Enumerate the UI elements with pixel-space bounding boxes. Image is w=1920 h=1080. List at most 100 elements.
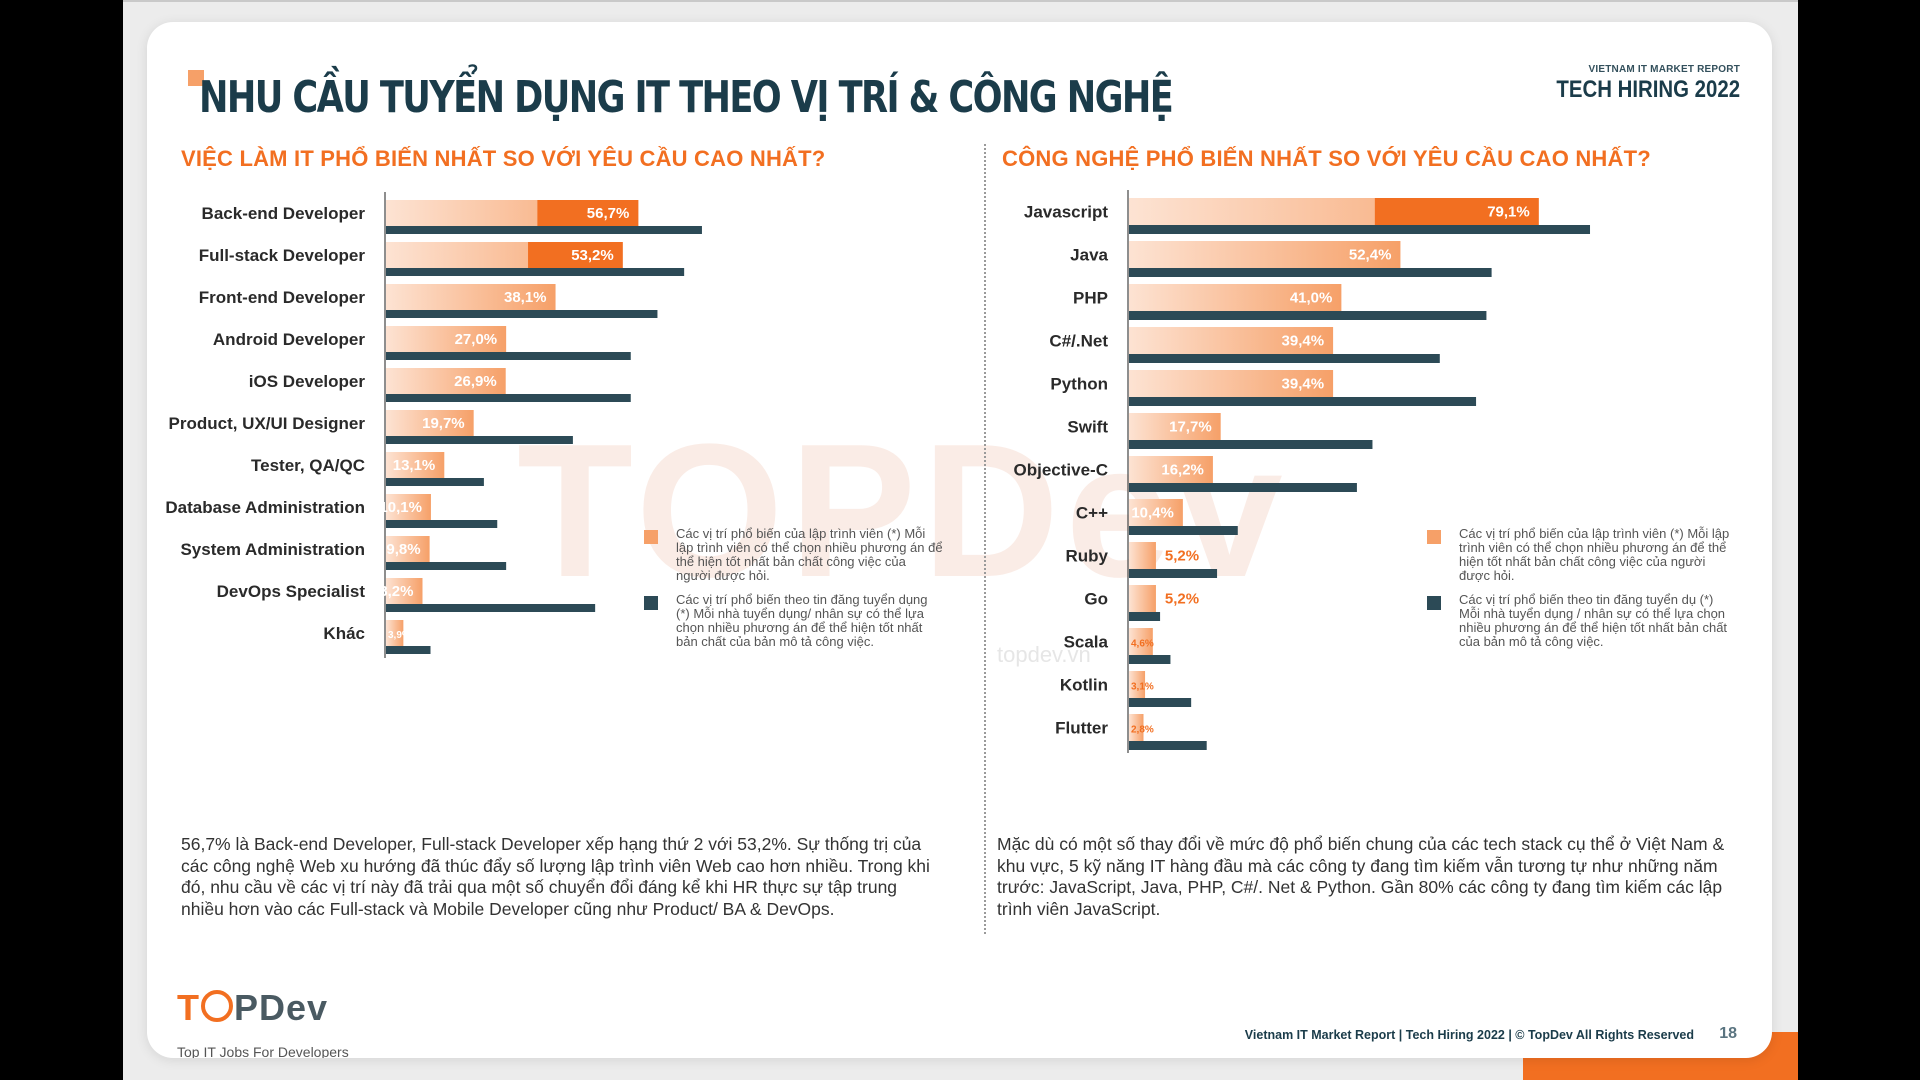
bar-job-posts — [386, 604, 596, 612]
title-accent — [188, 70, 204, 86]
data-label: 16,2% — [1161, 462, 1204, 479]
jobs-legend: Các vị trí phổ biến của lập trình viên (… — [644, 527, 944, 659]
data-label: 13,1% — [393, 457, 436, 474]
category-label: C#/.Net — [1049, 332, 1108, 351]
bar-job-posts — [1129, 397, 1477, 406]
data-label: 10,1% — [379, 499, 422, 516]
tagline: Top IT Jobs For Developers — [177, 1044, 349, 1058]
category-label: PHP — [1073, 289, 1108, 308]
bar-job-posts — [386, 562, 507, 570]
bar-developers — [1129, 370, 1334, 397]
bar-developers — [1129, 714, 1144, 741]
bar-job-posts — [1129, 569, 1218, 578]
data-label: 5,2% — [1165, 591, 1199, 608]
bar-job-posts — [1129, 612, 1161, 621]
bar-job-posts — [1129, 268, 1492, 277]
category-label: iOS Developer — [249, 372, 366, 391]
bar-job-posts — [386, 520, 498, 528]
data-label: 52,4% — [1349, 247, 1392, 264]
logo-ring-icon — [201, 990, 233, 1022]
bar-job-posts — [386, 436, 573, 444]
category-label: DevOps Specialist — [217, 582, 366, 601]
report-title: TECH HIRING 2022 — [1556, 76, 1740, 103]
data-label: 56,7% — [587, 205, 630, 222]
bar-developers — [1129, 542, 1156, 569]
data-label: 17,7% — [1169, 419, 1212, 436]
data-label: 2,8% — [1131, 725, 1154, 736]
page-title: NHU CẦU TUYỂN DỤNG IT THEO VỊ TRÍ & CÔNG… — [199, 72, 1174, 123]
logo-part-t: T — [177, 987, 200, 1028]
chart-title-jobs: VIỆC LÀM IT PHỔ BIẾN NHẤT SO VỚI YÊU CẦU… — [181, 146, 826, 171]
tech-legend: Các vị trí phổ biến của lập trình viên (… — [1427, 527, 1732, 659]
bar-developers — [1129, 585, 1156, 612]
data-label: 27,0% — [455, 331, 498, 348]
bar-developers — [386, 284, 556, 310]
bar-job-posts — [1129, 311, 1487, 320]
data-label: 8,2% — [379, 583, 413, 600]
category-label: C++ — [1076, 504, 1108, 523]
legend-item-developers: Các vị trí phổ biến của lập trình viên (… — [1427, 527, 1732, 583]
category-label: Android Developer — [213, 330, 365, 349]
bar-job-posts — [1129, 698, 1192, 707]
bar-developers — [1129, 456, 1213, 483]
category-label: Python — [1050, 375, 1108, 394]
bar-job-posts — [386, 226, 702, 234]
bar-developers — [1129, 241, 1401, 268]
data-label: 5,2% — [1165, 548, 1199, 565]
logo-part-rest: PDev — [234, 987, 329, 1028]
data-label: 41,0% — [1290, 290, 1333, 307]
category-label: Java — [1070, 246, 1108, 265]
section-divider — [984, 144, 986, 934]
data-label: 39,4% — [1282, 333, 1325, 350]
legend-item-developers: Các vị trí phổ biến của lập trình viên (… — [644, 527, 944, 583]
data-label: 10,4% — [1131, 505, 1174, 522]
legend-text: Các vị trí phổ biến của lập trình viên (… — [676, 526, 943, 583]
legend-text: Các vị trí phổ biến theo tin đăng tuyển … — [676, 592, 928, 649]
tech-summary: Mặc dù có một số thay đổi về mức độ phổ … — [997, 834, 1725, 919]
data-label: 79,1% — [1487, 204, 1530, 221]
chart-title-tech: CÔNG NGHỆ PHỔ BIẾN NHẤT SO VỚI YÊU CẦU C… — [1002, 146, 1651, 171]
category-label: Product, UX/UI Designer — [169, 414, 366, 433]
bar-job-posts — [1129, 526, 1238, 535]
bar-developers — [386, 536, 430, 562]
bar-job-posts — [386, 394, 631, 402]
category-label: Objective-C — [1014, 461, 1108, 480]
data-label: 4,6% — [1131, 639, 1154, 650]
legend-text: Các vị trí phổ biến của lập trình viên (… — [1459, 526, 1730, 583]
bar-developers — [386, 368, 506, 394]
category-label: Javascript — [1024, 203, 1108, 222]
category-label: System Administration — [180, 540, 365, 559]
bar-job-posts — [386, 352, 631, 360]
category-label: Database Administration — [165, 498, 365, 517]
bar-developers — [386, 410, 474, 436]
data-label: 38,1% — [504, 289, 547, 306]
category-label: Swift — [1067, 418, 1108, 437]
bar-job-posts — [1129, 741, 1207, 750]
bar-job-posts — [386, 646, 431, 654]
report-page: TOPDev topdev.vn NHU CẦU TUYỂN DỤNG IT T… — [147, 22, 1772, 1058]
category-label: Front-end Developer — [199, 288, 366, 307]
bar-job-posts — [1129, 440, 1373, 449]
legend-text: Các vị trí phổ biến theo tin đăng tuyển … — [1459, 592, 1728, 649]
bar-highlight — [1374, 198, 1539, 225]
topdev-logo[interactable]: T PDev — [177, 987, 328, 1029]
category-label: Back-end Developer — [202, 204, 366, 223]
bar-developers — [1129, 413, 1221, 440]
category-label: Scala — [1064, 633, 1109, 652]
slide: TOPDev topdev.vn NHU CẦU TUYỂN DỤNG IT T… — [123, 0, 1798, 1080]
category-label: Full-stack Developer — [199, 246, 366, 265]
report-label: VIETNAM IT MARKET REPORT — [1588, 64, 1740, 75]
legend-item-job-posts: Các vị trí phổ biến theo tin đăng tuyển … — [644, 593, 944, 649]
data-label: 39,4% — [1282, 376, 1325, 393]
category-label: Tester, QA/QC — [251, 456, 365, 475]
data-label: 3,1% — [1131, 682, 1154, 693]
bar-highlight — [528, 242, 623, 268]
bar-developers — [386, 620, 404, 646]
jobs-bar-chart: Back-end Developer 56,7% Full-stack Develo… — [165, 192, 702, 658]
bar-job-posts — [1129, 483, 1357, 492]
bar-developers — [1129, 499, 1183, 526]
legend-swatch-navy — [1427, 596, 1441, 610]
bar-developers — [1129, 671, 1146, 698]
jobs-summary: 56,7% là Back-end Developer, Full-stack … — [181, 834, 930, 919]
bar-job-posts — [1129, 225, 1591, 234]
